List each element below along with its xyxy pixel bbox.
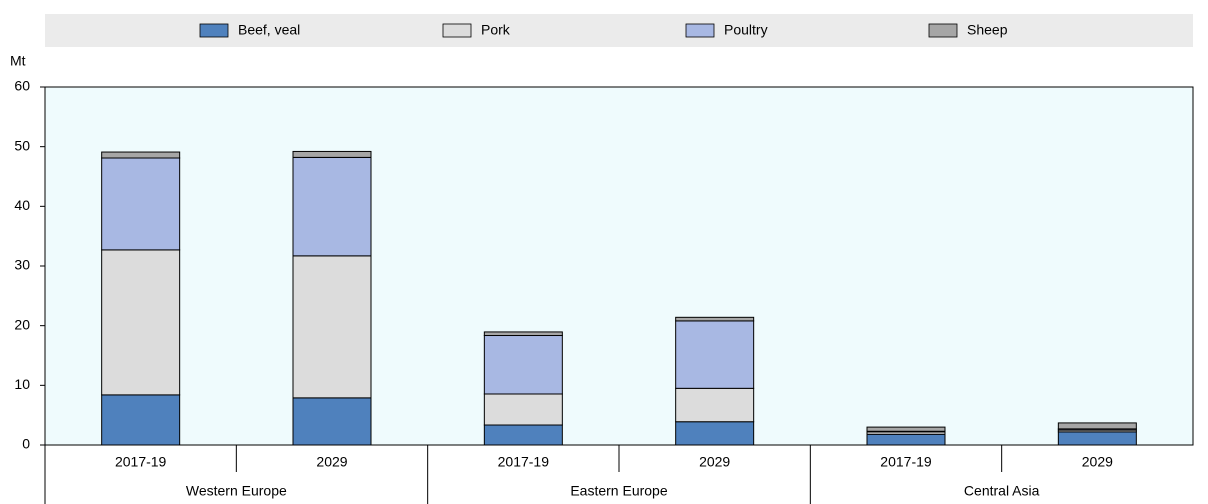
y-unit: Mt: [10, 53, 26, 69]
y-tick-label: 40: [14, 197, 30, 213]
bar-segment: [1057, 422, 1137, 430]
legend-background: [45, 14, 1193, 47]
bar-segment: [866, 433, 946, 446]
bar-segment: [292, 156, 372, 257]
y-tick-label: 0: [22, 436, 30, 452]
y-tick-label: 30: [14, 257, 30, 273]
plot-area: [44, 86, 1194, 446]
x-tick-label: 2017-19: [498, 454, 550, 470]
bar-segment: [866, 426, 946, 432]
bar-segment: [675, 387, 755, 423]
bar-segment: [292, 397, 372, 446]
bar-segment: [483, 335, 563, 395]
legend-label: Poultry: [724, 22, 768, 38]
bar-segment: [483, 424, 563, 446]
bar-segment: [675, 320, 755, 389]
bar-segment: [101, 249, 181, 396]
legend-swatch: [928, 23, 958, 38]
x-tick-label: 2029: [699, 454, 730, 470]
legend-label: Sheep: [967, 22, 1008, 38]
bar-segment: [1057, 431, 1137, 446]
bar-segment: [675, 421, 755, 446]
bar-segment: [675, 316, 755, 322]
x-tick-label: 2029: [1082, 454, 1113, 470]
bar-segment: [101, 157, 181, 251]
group-label: Eastern Europe: [570, 483, 667, 499]
x-tick-label: 2029: [316, 454, 347, 470]
y-tick-label: 10: [14, 376, 30, 392]
bar-segment: [292, 255, 372, 399]
y-tick-label: 20: [14, 316, 30, 332]
legend-label: Beef, veal: [238, 22, 300, 38]
x-tick-label: 2017-19: [880, 454, 932, 470]
bar-segment: [483, 331, 563, 337]
legend-swatch: [199, 23, 229, 38]
legend-swatch: [442, 23, 472, 38]
group-label: Central Asia: [964, 483, 1040, 499]
y-tick-label: 50: [14, 137, 30, 153]
y-tick-label: 60: [14, 78, 30, 94]
legend-swatch: [685, 23, 715, 38]
x-tick-label: 2017-19: [115, 454, 167, 470]
legend-label: Pork: [481, 22, 511, 38]
bar-segment: [101, 394, 181, 446]
bar-segment: [292, 150, 372, 158]
bar-segment: [483, 393, 563, 426]
bar-segment: [101, 151, 181, 159]
group-label: Western Europe: [186, 483, 287, 499]
